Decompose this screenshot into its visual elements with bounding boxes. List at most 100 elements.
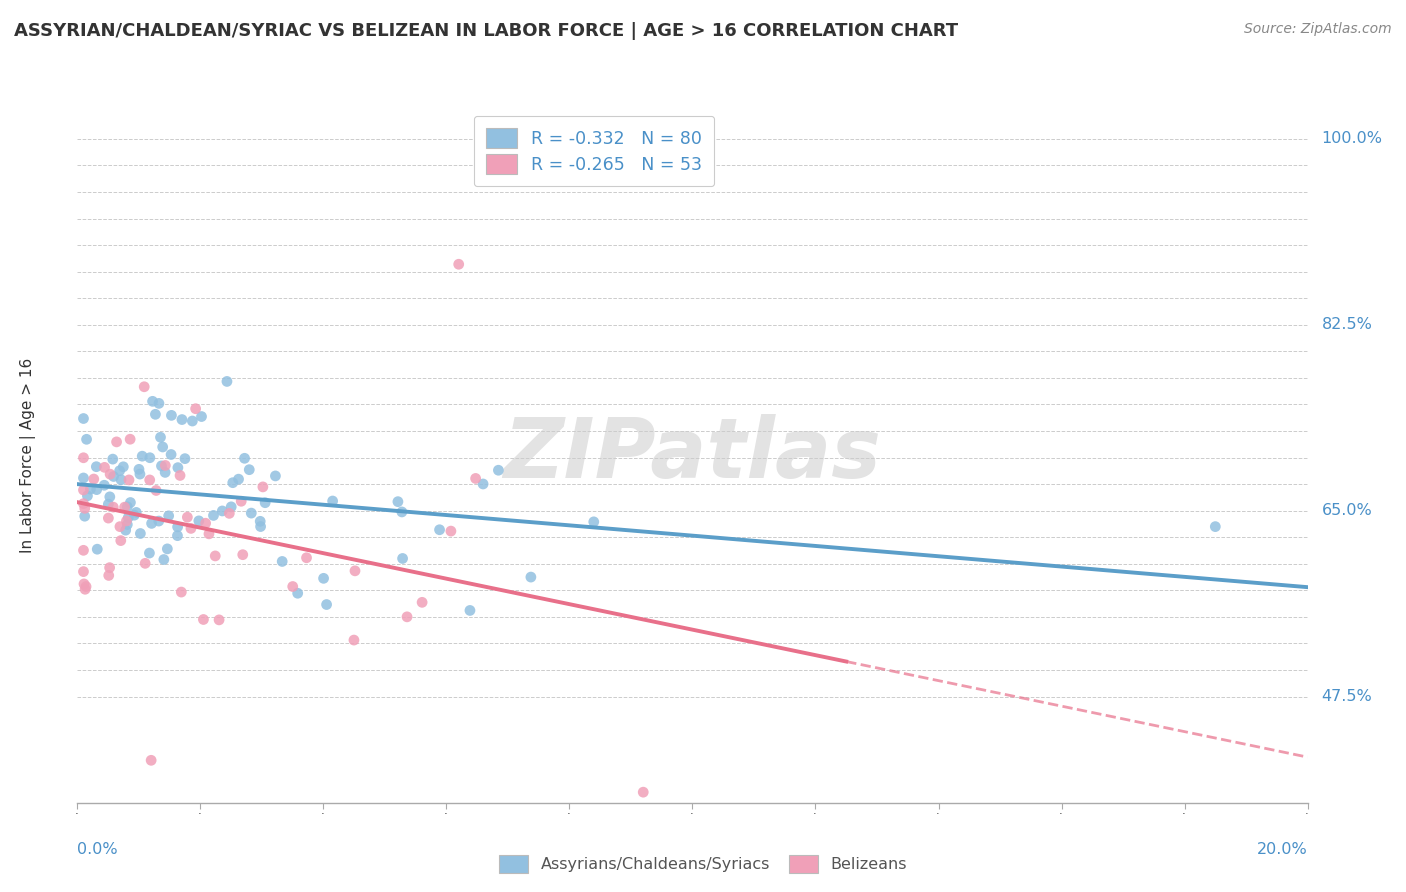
Point <box>238 463 260 477</box>
Point <box>117 510 139 524</box>
Point <box>180 521 202 535</box>
Point <box>322 494 344 508</box>
Text: 47.5%: 47.5% <box>1322 690 1372 704</box>
Point <box>148 514 170 528</box>
Text: ZIPatlas: ZIPatlas <box>503 415 882 495</box>
Point <box>138 546 160 560</box>
Point <box>72 497 94 511</box>
Point <box>98 467 121 482</box>
Point <box>98 560 121 574</box>
Point <box>396 610 419 624</box>
Text: 20.0%: 20.0% <box>1257 842 1308 856</box>
Point <box>281 580 304 594</box>
Point <box>202 508 225 523</box>
Point <box>76 489 98 503</box>
Point <box>204 549 226 563</box>
Point <box>190 409 212 424</box>
Point <box>117 517 139 532</box>
Point <box>271 554 294 568</box>
Point <box>387 494 409 508</box>
Point <box>149 430 172 444</box>
Point <box>218 507 240 521</box>
Point <box>633 785 655 799</box>
Point <box>103 500 125 515</box>
Point <box>170 412 193 426</box>
Text: ASSYRIAN/CHALDEAN/SYRIAC VS BELIZEAN IN LABOR FORCE | AGE > 16 CORRELATION CHART: ASSYRIAN/CHALDEAN/SYRIAC VS BELIZEAN IN … <box>14 22 957 40</box>
Point <box>181 414 204 428</box>
Point <box>254 496 277 510</box>
Point <box>134 557 156 571</box>
Point <box>120 432 142 446</box>
Point <box>264 469 287 483</box>
Point <box>86 459 108 474</box>
Point <box>138 473 160 487</box>
Point <box>170 585 193 599</box>
Point <box>176 510 198 524</box>
Point <box>153 552 176 566</box>
Point <box>193 612 215 626</box>
Point <box>169 468 191 483</box>
Point <box>240 506 263 520</box>
Text: 65.0%: 65.0% <box>1322 503 1372 518</box>
Point <box>120 495 142 509</box>
Point <box>219 500 242 514</box>
Point <box>472 477 495 491</box>
Text: 0.0%: 0.0% <box>77 842 118 856</box>
Text: In Labor Force | Age > 16: In Labor Force | Age > 16 <box>20 358 37 552</box>
Point <box>86 483 108 497</box>
Point <box>76 432 98 446</box>
Point <box>222 475 245 490</box>
Point <box>166 520 188 534</box>
Point <box>152 440 174 454</box>
Point <box>128 462 150 476</box>
Point <box>114 523 136 537</box>
Point <box>411 595 433 609</box>
Point <box>72 543 94 558</box>
Point <box>228 472 250 486</box>
Point <box>73 577 96 591</box>
Point <box>117 500 139 514</box>
Point <box>75 580 97 594</box>
Point <box>429 523 451 537</box>
Point <box>232 548 254 562</box>
Text: 82.5%: 82.5% <box>1322 318 1372 333</box>
Point <box>160 409 183 423</box>
Point <box>166 529 188 543</box>
Point <box>458 603 481 617</box>
Point <box>73 509 96 524</box>
Point <box>101 452 124 467</box>
Point <box>447 257 470 271</box>
Point <box>148 396 170 410</box>
Point <box>198 526 221 541</box>
Point <box>72 411 94 425</box>
Point <box>184 401 207 416</box>
Point <box>142 394 165 409</box>
Point <box>391 505 413 519</box>
Point <box>194 516 217 531</box>
Point <box>79 482 101 496</box>
Point <box>464 471 486 485</box>
Point <box>124 508 146 523</box>
Point <box>211 504 233 518</box>
Point <box>112 459 135 474</box>
Point <box>233 451 256 466</box>
Point <box>110 473 132 487</box>
Point <box>97 511 120 525</box>
Point <box>160 448 183 462</box>
Point <box>156 541 179 556</box>
Point <box>187 514 209 528</box>
Point <box>520 570 543 584</box>
Point <box>97 497 120 511</box>
Point <box>391 551 413 566</box>
Point <box>249 514 271 528</box>
Point <box>108 519 131 533</box>
Point <box>125 505 148 519</box>
Point <box>252 480 274 494</box>
Point <box>110 533 132 548</box>
Point <box>208 613 231 627</box>
Point <box>129 526 152 541</box>
Point <box>440 524 463 538</box>
Point <box>86 542 108 557</box>
Point <box>131 449 153 463</box>
Point <box>141 516 163 531</box>
